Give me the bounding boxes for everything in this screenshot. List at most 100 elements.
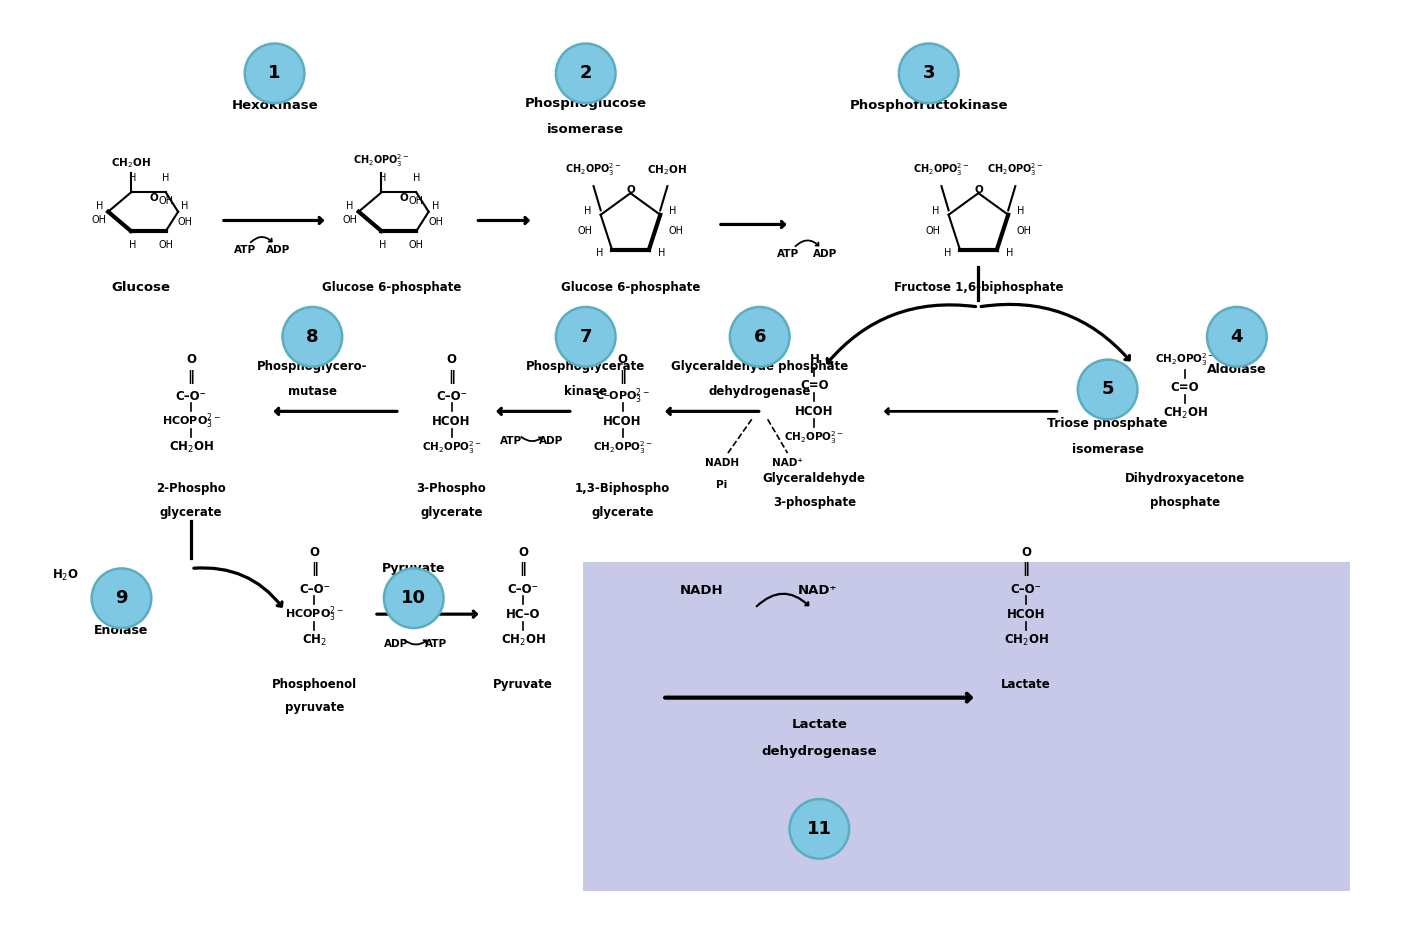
Text: O: O: [400, 193, 408, 202]
Text: H: H: [181, 201, 188, 212]
Text: OH: OH: [92, 215, 106, 226]
Text: HCOPO$_3^{2-}$: HCOPO$_3^{2-}$: [285, 604, 344, 624]
Text: ‖: ‖: [448, 370, 455, 384]
Text: H: H: [595, 248, 604, 259]
Text: C–O⁻: C–O⁻: [436, 390, 468, 403]
Text: OH: OH: [410, 240, 424, 250]
Text: Dihydroxyacetone: Dihydroxyacetone: [1125, 472, 1246, 486]
Text: CH$_2$OPO$_3^{2-}$: CH$_2$OPO$_3^{2-}$: [1155, 351, 1216, 368]
Circle shape: [92, 568, 152, 628]
FancyBboxPatch shape: [582, 563, 1350, 890]
Text: H: H: [346, 201, 354, 212]
Text: Hexokinase: Hexokinase: [231, 99, 317, 112]
Text: isomerase: isomerase: [547, 122, 625, 136]
Text: 3-phosphate: 3-phosphate: [772, 496, 856, 509]
Text: phosphate: phosphate: [1151, 496, 1220, 509]
Text: H: H: [162, 173, 170, 183]
Text: pyruvate: pyruvate: [285, 701, 344, 714]
Text: ATP: ATP: [234, 246, 256, 255]
Text: OH: OH: [1017, 226, 1032, 236]
Text: CH$_2$OH: CH$_2$OH: [169, 439, 214, 455]
Text: ‖: ‖: [619, 370, 626, 384]
Text: 7: 7: [580, 327, 592, 345]
Circle shape: [555, 43, 615, 104]
Text: OH: OH: [428, 217, 444, 227]
Text: NADH: NADH: [680, 583, 724, 597]
Text: H: H: [669, 206, 676, 216]
Text: O: O: [519, 546, 529, 559]
Text: dehydrogenase: dehydrogenase: [761, 745, 877, 758]
Text: OH: OH: [410, 197, 424, 206]
Text: OH: OH: [343, 215, 357, 226]
Text: OH: OH: [159, 240, 173, 250]
Text: NAD⁺: NAD⁺: [772, 458, 803, 468]
Text: Glucose 6-phosphate: Glucose 6-phosphate: [322, 280, 462, 294]
Text: H: H: [1017, 206, 1024, 216]
Text: ‖: ‖: [520, 563, 527, 577]
Text: OH: OH: [159, 197, 173, 206]
Text: CH$_2$OH: CH$_2$OH: [500, 632, 546, 647]
Text: Phosphoglycero-: Phosphoglycero-: [256, 360, 367, 374]
Text: H: H: [1006, 248, 1013, 259]
Text: ADP: ADP: [266, 246, 290, 255]
Text: C–O⁻: C–O⁻: [1010, 582, 1041, 596]
Text: 5: 5: [1101, 380, 1114, 398]
Text: OH: OH: [669, 226, 684, 236]
Text: Phosphoglycerate: Phosphoglycerate: [526, 360, 645, 374]
Text: 11: 11: [806, 820, 832, 837]
Text: O: O: [973, 185, 983, 196]
Text: ‖: ‖: [187, 370, 194, 384]
Text: H: H: [944, 248, 951, 259]
Text: C–O⁻: C–O⁻: [176, 390, 207, 403]
Text: 6: 6: [754, 327, 767, 345]
Circle shape: [384, 568, 444, 628]
Text: HC–O: HC–O: [506, 608, 540, 621]
Text: CH$_2$OH: CH$_2$OH: [1003, 632, 1049, 647]
Text: Enolase: Enolase: [95, 624, 149, 636]
Text: Glucose 6-phosphate: Glucose 6-phosphate: [561, 280, 700, 294]
Text: H: H: [584, 206, 592, 216]
Text: ‖: ‖: [310, 563, 317, 577]
Text: O: O: [186, 353, 196, 366]
Text: 2: 2: [580, 64, 592, 83]
Text: CH$_2$OPO$_3^{2-}$: CH$_2$OPO$_3^{2-}$: [353, 152, 410, 169]
Text: C–OPO$_3^{2-}$: C–OPO$_3^{2-}$: [595, 387, 650, 407]
Text: Lactate: Lactate: [1002, 678, 1051, 692]
Text: Pi: Pi: [717, 480, 727, 490]
Text: HCOPO$_3^{2-}$: HCOPO$_3^{2-}$: [162, 411, 221, 431]
Text: kinase: kinase: [564, 385, 608, 398]
Text: dehydrogenase: dehydrogenase: [708, 385, 811, 398]
Text: glycerate: glycerate: [421, 506, 483, 519]
Text: CH$_2$OPO$_3^{2-}$: CH$_2$OPO$_3^{2-}$: [421, 439, 482, 455]
Circle shape: [555, 307, 615, 367]
Text: CH$_2$: CH$_2$: [302, 632, 327, 647]
Text: OH: OH: [177, 217, 193, 227]
Text: Pyruvate: Pyruvate: [493, 678, 553, 692]
Text: Phosphoglucose: Phosphoglucose: [524, 97, 646, 110]
Text: Glyceraldehyde phosphate: Glyceraldehyde phosphate: [672, 360, 849, 374]
Text: O: O: [618, 353, 628, 366]
Text: CH$_2$OPO$_3^{2-}$: CH$_2$OPO$_3^{2-}$: [785, 429, 845, 446]
Text: C–O⁻: C–O⁻: [507, 582, 538, 596]
Text: CH$_2$OH: CH$_2$OH: [648, 163, 687, 177]
Text: kinase: kinase: [391, 583, 436, 597]
Text: 4: 4: [1230, 327, 1243, 345]
Text: CH$_2$OH: CH$_2$OH: [111, 156, 150, 169]
Text: 2-Phospho: 2-Phospho: [156, 483, 225, 495]
Text: ‖: ‖: [1023, 563, 1030, 577]
Text: H: H: [380, 240, 387, 250]
Text: Lactate: Lactate: [792, 718, 847, 731]
Circle shape: [245, 43, 305, 104]
Text: isomerase: isomerase: [1071, 442, 1144, 455]
Circle shape: [1207, 307, 1267, 367]
Circle shape: [730, 307, 789, 367]
Text: Phosphoenol: Phosphoenol: [272, 678, 357, 692]
Text: O: O: [446, 353, 456, 366]
Text: H: H: [129, 173, 136, 183]
Text: CH$_2$OPO$_3^{2-}$: CH$_2$OPO$_3^{2-}$: [988, 162, 1043, 179]
Text: Phosphofructokinase: Phosphofructokinase: [849, 99, 1007, 112]
Circle shape: [898, 43, 958, 104]
Text: H: H: [129, 240, 136, 250]
Text: H: H: [932, 206, 939, 216]
Circle shape: [1078, 359, 1138, 420]
